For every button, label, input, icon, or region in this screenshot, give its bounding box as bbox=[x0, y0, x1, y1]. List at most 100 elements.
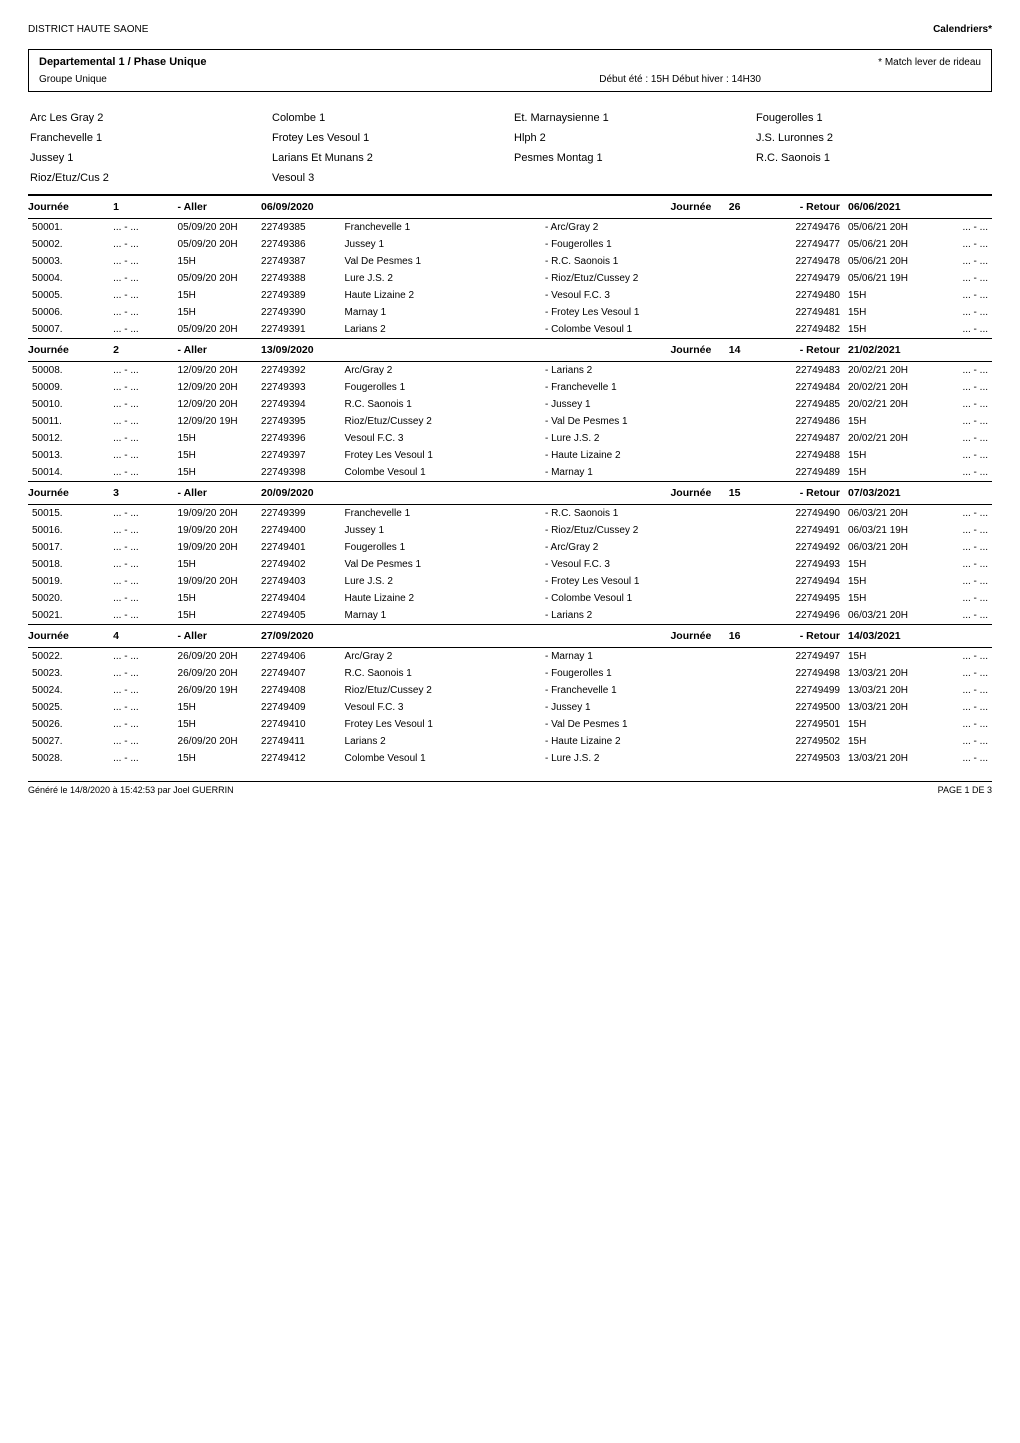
score-retour: ... - ... bbox=[927, 648, 992, 666]
team-home: Arc/Gray 2 bbox=[341, 362, 541, 380]
match-row: 50004.... - ...05/09/20 20H22749388Lure … bbox=[28, 270, 992, 287]
score-retour: ... - ... bbox=[927, 607, 992, 625]
team-cell: J.S. Luronnes 2 bbox=[756, 132, 990, 144]
retour-label: - Retour bbox=[760, 625, 844, 648]
match-row: 50013.... - ...15H22749397Frotey Les Ves… bbox=[28, 447, 992, 464]
score-retour: ... - ... bbox=[927, 219, 992, 237]
aller-label: - Aller bbox=[174, 196, 258, 219]
datetime-aller: 15H bbox=[174, 304, 258, 321]
datetime-aller: 15H bbox=[174, 556, 258, 573]
match-num: 50006. bbox=[28, 304, 109, 321]
matchid-retour: 22749476 bbox=[760, 219, 844, 237]
match-num: 50005. bbox=[28, 287, 109, 304]
match-num: 50028. bbox=[28, 750, 109, 767]
datetime-retour: 15H bbox=[844, 556, 928, 573]
match-row: 50010.... - ...12/09/20 20H22749394R.C. … bbox=[28, 396, 992, 413]
datetime-retour: 15H bbox=[844, 413, 928, 430]
score-retour: ... - ... bbox=[927, 750, 992, 767]
journee-num: 4 bbox=[109, 625, 173, 648]
team-away: - Fougerolles 1 bbox=[541, 236, 761, 253]
match-num: 50004. bbox=[28, 270, 109, 287]
score-retour: ... - ... bbox=[927, 682, 992, 699]
journee-label-ret: Journée 14 bbox=[541, 339, 761, 362]
matchid-aller: 22749405 bbox=[257, 607, 341, 625]
team-away: - Lure J.S. 2 bbox=[541, 750, 761, 767]
team-away: - Arc/Gray 2 bbox=[541, 219, 761, 237]
datetime-retour: 15H bbox=[844, 648, 928, 666]
matchid-aller: 22749388 bbox=[257, 270, 341, 287]
match-num: 50002. bbox=[28, 236, 109, 253]
match-num: 50008. bbox=[28, 362, 109, 380]
team-cell: Colombe 1 bbox=[272, 112, 506, 124]
match-row: 50003.... - ...15H22749387Val De Pesmes … bbox=[28, 253, 992, 270]
datetime-retour: 15H bbox=[844, 304, 928, 321]
matchid-retour: 22749501 bbox=[760, 716, 844, 733]
journee-label: Journée bbox=[28, 339, 109, 362]
score-retour: ... - ... bbox=[927, 253, 992, 270]
team-home: Rioz/Etuz/Cussey 2 bbox=[341, 413, 541, 430]
journee-header-row: Journée1- Aller06/09/2020Journée 26- Ret… bbox=[28, 196, 992, 219]
match-row: 50026.... - ...15H22749410Frotey Les Ves… bbox=[28, 716, 992, 733]
team-cell bbox=[514, 172, 748, 184]
team-away: - Larians 2 bbox=[541, 362, 761, 380]
datetime-aller: 19/09/20 20H bbox=[174, 573, 258, 590]
team-cell: Franchevelle 1 bbox=[30, 132, 264, 144]
team-home: Rioz/Etuz/Cussey 2 bbox=[341, 682, 541, 699]
team-cell: Pesmes Montag 1 bbox=[514, 152, 748, 164]
matchid-aller: 22749411 bbox=[257, 733, 341, 750]
team-home: Marnay 1 bbox=[341, 304, 541, 321]
matchid-aller: 22749395 bbox=[257, 413, 341, 430]
match-row: 50016.... - ...19/09/20 20H22749400Jusse… bbox=[28, 522, 992, 539]
score-aller: ... - ... bbox=[109, 304, 173, 321]
match-row: 50012.... - ...15H22749396Vesoul F.C. 3-… bbox=[28, 430, 992, 447]
team-cell: Hlph 2 bbox=[514, 132, 748, 144]
team-home: Haute Lizaine 2 bbox=[341, 590, 541, 607]
score-aller: ... - ... bbox=[109, 665, 173, 682]
matchid-aller: 22749397 bbox=[257, 447, 341, 464]
score-aller: ... - ... bbox=[109, 539, 173, 556]
score-retour: ... - ... bbox=[927, 379, 992, 396]
match-row: 50022.... - ...26/09/20 20H22749406Arc/G… bbox=[28, 648, 992, 666]
matchid-aller: 22749402 bbox=[257, 556, 341, 573]
team-away: - Haute Lizaine 2 bbox=[541, 733, 761, 750]
matchid-aller: 22749408 bbox=[257, 682, 341, 699]
match-row: 50008.... - ...12/09/20 20H22749392Arc/G… bbox=[28, 362, 992, 380]
datetime-retour: 15H bbox=[844, 321, 928, 339]
doc-header-right: Calendriers* bbox=[933, 24, 992, 35]
journee-label: Journée bbox=[28, 625, 109, 648]
datetime-retour: 06/03/21 20H bbox=[844, 505, 928, 523]
matchid-retour: 22749479 bbox=[760, 270, 844, 287]
score-aller: ... - ... bbox=[109, 716, 173, 733]
match-num: 50027. bbox=[28, 733, 109, 750]
team-cell bbox=[756, 172, 990, 184]
team-home: Lure J.S. 2 bbox=[341, 270, 541, 287]
score-aller: ... - ... bbox=[109, 733, 173, 750]
match-row: 50027.... - ...26/09/20 20H22749411Laria… bbox=[28, 733, 992, 750]
score-aller: ... - ... bbox=[109, 505, 173, 523]
score-aller: ... - ... bbox=[109, 648, 173, 666]
matchid-retour: 22749494 bbox=[760, 573, 844, 590]
retour-date: 21/02/2021 bbox=[844, 339, 992, 362]
matchid-aller: 22749400 bbox=[257, 522, 341, 539]
score-retour: ... - ... bbox=[927, 539, 992, 556]
score-retour: ... - ... bbox=[927, 665, 992, 682]
datetime-aller: 05/09/20 20H bbox=[174, 236, 258, 253]
score-retour: ... - ... bbox=[927, 733, 992, 750]
match-row: 50002.... - ...05/09/20 20H22749386Jusse… bbox=[28, 236, 992, 253]
matchid-aller: 22749390 bbox=[257, 304, 341, 321]
doc-header: DISTRICT HAUTE SAONE Calendriers* bbox=[28, 24, 992, 35]
team-home: Franchevelle 1 bbox=[341, 505, 541, 523]
journee-num: 1 bbox=[109, 196, 173, 219]
score-aller: ... - ... bbox=[109, 253, 173, 270]
matchid-aller: 22749409 bbox=[257, 699, 341, 716]
score-retour: ... - ... bbox=[927, 699, 992, 716]
score-aller: ... - ... bbox=[109, 699, 173, 716]
team-away: - Val De Pesmes 1 bbox=[541, 413, 761, 430]
matchid-retour: 22749495 bbox=[760, 590, 844, 607]
score-aller: ... - ... bbox=[109, 522, 173, 539]
score-aller: ... - ... bbox=[109, 573, 173, 590]
match-row: 50011.... - ...12/09/20 19H22749395Rioz/… bbox=[28, 413, 992, 430]
page-footer: Généré le 14/8/2020 à 15:42:53 par Joel … bbox=[28, 781, 992, 795]
datetime-retour: 05/06/21 20H bbox=[844, 236, 928, 253]
match-row: 50018.... - ...15H22749402Val De Pesmes … bbox=[28, 556, 992, 573]
